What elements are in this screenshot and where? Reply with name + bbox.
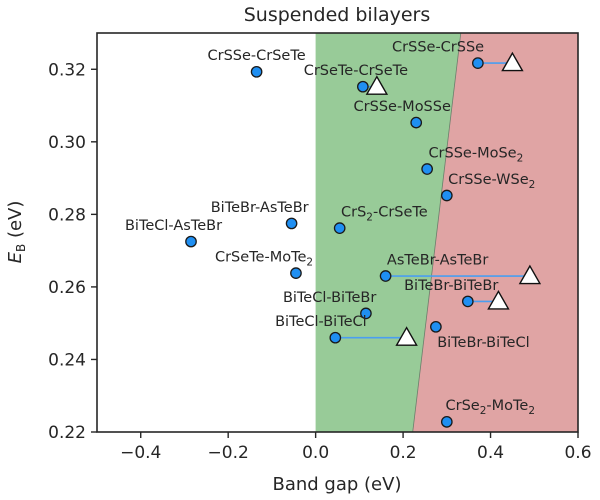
point-label-text: CrS <box>341 205 366 221</box>
point-label-text: BiTeBr-BiTeCl <box>437 335 529 351</box>
point-label-text: CrSSe-CrSSe <box>392 39 484 55</box>
point-label-subscript: 2 <box>529 179 536 191</box>
point-label-subscript: 2 <box>306 257 313 269</box>
x-tick-label: 0.0 <box>302 443 329 463</box>
point-label-text: BiTeBr-BiTeBr <box>404 278 498 294</box>
y-tick-label: 0.32 <box>48 60 86 80</box>
data-point <box>440 189 453 202</box>
data-point <box>285 217 298 230</box>
y-axis-label: EB (eV) <box>5 201 28 264</box>
point-label-text: AsTeBr-AsTeBr <box>387 252 488 268</box>
point-label: CrSSe-MoSe2 <box>428 145 523 164</box>
y-tick-label: 0.26 <box>48 278 86 298</box>
data-point <box>421 163 433 175</box>
data-point <box>290 267 302 279</box>
y-tick-label: 0.22 <box>48 423 86 443</box>
data-point <box>333 222 346 234</box>
x-tick-label: 0.2 <box>390 443 417 463</box>
point-label-text: CrSSe-MoSe <box>428 145 516 161</box>
point-label: BiTeBr-AsTeBr <box>211 200 309 216</box>
point-label: CrSSe-MoSSe <box>354 99 451 115</box>
x-tick-label: −0.4 <box>120 443 161 463</box>
y-axis-label-main: E <box>5 251 26 263</box>
point-label: CrS2-CrSeTe <box>341 205 428 224</box>
triangle-marker <box>501 51 524 72</box>
region-boundary-line <box>412 33 462 432</box>
point-label: CrSSe-WSe2 <box>448 172 535 191</box>
data-point <box>185 235 197 248</box>
point-label-text: BiTeCl-BiTeCl <box>275 314 367 330</box>
point-label-text: CrSeTe-MoTe <box>215 250 307 266</box>
point-label-subscript: 2 <box>528 405 535 417</box>
data-point <box>379 270 392 282</box>
y-axis-label-sub: B <box>14 244 28 252</box>
point-label: CrSSe-CrSSe <box>392 39 484 55</box>
data-point <box>360 307 372 320</box>
point-label: BiTeBr-BiTeCl <box>437 335 529 351</box>
y-tick-label: 0.28 <box>48 205 86 225</box>
point-label-text: CrSe <box>446 398 480 414</box>
regions-group <box>315 33 578 432</box>
y-tick-label: 0.30 <box>48 133 86 153</box>
ticks-group: −0.4 −0.2 0.0 0.2 0.4 0.6 0.22 0.24 0.26 0.28 0.30… <box>48 60 591 463</box>
point-label: BiTeBr-BiTeBr <box>404 278 498 294</box>
point-label: BiTeCl-AsTeBr <box>125 218 222 234</box>
region-red <box>412 33 578 432</box>
point-label-text: BiTeBr-AsTeBr <box>211 200 309 216</box>
triangle-marker <box>487 290 510 310</box>
y-axis-label-unit: (eV) <box>5 201 26 244</box>
point-label-subscript: 2 <box>366 212 373 224</box>
point-label: CrSSe-CrSeTe <box>208 48 306 64</box>
x-tick-label: 0.4 <box>477 443 504 463</box>
x-axis-label: Band gap (eV) <box>273 474 402 495</box>
point-label-text: CrSSe-CrSeTe <box>208 48 306 64</box>
triangle-marker <box>395 326 418 346</box>
point-label-text: BiTeCl-AsTeBr <box>125 218 222 234</box>
point-label: CrSeTe-CrSeTe <box>304 63 408 79</box>
chart-title: Suspended bilayers <box>244 4 431 26</box>
x-tick-label: −0.2 <box>208 443 249 463</box>
data-point <box>250 65 263 78</box>
data-point <box>461 295 474 308</box>
data-point <box>410 116 423 129</box>
point-label-suffix: -CrSeTe <box>373 205 428 221</box>
point-label: AsTeBr-AsTeBr <box>387 252 488 268</box>
point-label-subscript: 2 <box>517 152 524 164</box>
plot-frame <box>96 32 579 433</box>
triangle-marker <box>518 264 542 285</box>
triangle-marker <box>365 75 389 95</box>
point-label: BiTeCl-BiTeCl <box>275 314 367 330</box>
point-label: CrSe2-MoTe2 <box>446 398 536 417</box>
point-label-text: BiTeCl-BiTeBr <box>283 290 376 306</box>
y-tick-label: 0.24 <box>48 350 86 370</box>
point-label-text: CrSeTe-CrSeTe <box>304 63 408 79</box>
point-label: CrSeTe-MoTe2 <box>215 250 313 269</box>
point-label: BiTeCl-BiTeBr <box>283 290 376 306</box>
point-label-suffix: -MoTe <box>486 398 528 414</box>
markers-group <box>185 51 542 428</box>
point-label-text: CrSSe-MoSSe <box>354 99 451 115</box>
x-tick-label: 0.6 <box>564 443 591 463</box>
data-point <box>440 415 453 428</box>
data-point <box>472 57 484 69</box>
point-label-subscript: 2 <box>480 405 487 417</box>
point-label-text: CrSSe-WSe <box>448 172 529 188</box>
data-point <box>357 80 369 93</box>
data-point <box>329 331 342 344</box>
data-point <box>430 320 442 333</box>
